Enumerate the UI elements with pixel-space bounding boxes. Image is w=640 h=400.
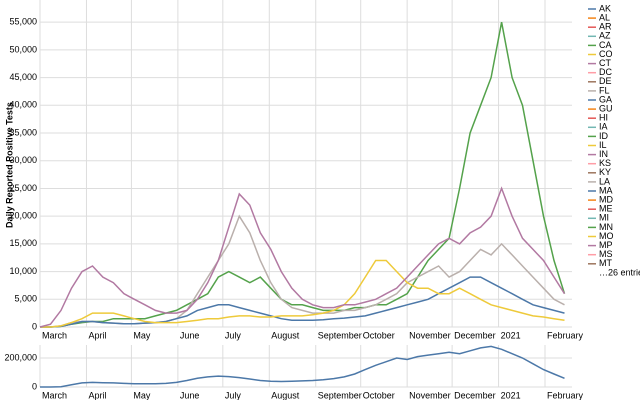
- legend-label: LA: [599, 176, 610, 186]
- x-tick-label: December: [454, 330, 496, 340]
- legend-more: …26 entries: [599, 267, 640, 277]
- legend-label: MP: [599, 240, 613, 250]
- legend-label: DC: [599, 67, 612, 77]
- series-line: [40, 276, 565, 328]
- legend-label: KS: [599, 158, 611, 168]
- x-tick-label: February: [547, 330, 584, 340]
- legend-label: FL: [599, 85, 610, 95]
- overview-line: [40, 345, 565, 388]
- x-tick-label: November: [409, 390, 451, 400]
- x-tick-label: October: [363, 390, 395, 400]
- x-tick-label: July: [225, 390, 242, 400]
- y-tick-label: 25,000: [9, 183, 37, 193]
- x-tick-label: April: [88, 390, 106, 400]
- legend-label: AL: [599, 12, 610, 22]
- series-line: [39, 186, 566, 328]
- y-tick-label: 0: [32, 321, 37, 331]
- x-tick-label: March: [42, 390, 67, 400]
- series-line: [40, 259, 565, 328]
- legend-label: ID: [599, 131, 609, 141]
- y-tick-label: 5,000: [14, 294, 37, 304]
- y-tick-label: 55,000: [9, 17, 37, 27]
- y-tick-label: 15,000: [9, 238, 37, 248]
- legend-label: MD: [599, 194, 613, 204]
- x-tick-label: April: [88, 330, 106, 340]
- y-tick-label: 30,000: [9, 155, 37, 165]
- legend-label: KY: [599, 167, 611, 177]
- legend-label: HI: [599, 113, 608, 123]
- y-tick-label: 200,000: [4, 352, 37, 362]
- legend-label: IA: [599, 122, 608, 132]
- x-tick-label: December: [454, 390, 496, 400]
- series-line: [40, 22, 566, 328]
- x-tick-label: May: [133, 330, 151, 340]
- y-axis-title: Daily Reported Positive Tests: [4, 102, 14, 228]
- x-tick-label: September: [318, 390, 362, 400]
- x-tick-label: August: [271, 330, 300, 340]
- legend-label: DE: [599, 76, 612, 86]
- x-tick-label: May: [133, 390, 151, 400]
- legend-label: MN: [599, 222, 613, 232]
- x-tick-label: June: [180, 330, 200, 340]
- legend-label: MO: [599, 231, 614, 241]
- x-tick-label: July: [225, 330, 242, 340]
- legend-label: IL: [599, 140, 607, 150]
- x-tick-label: March: [42, 330, 67, 340]
- x-tick-label: 2021: [501, 330, 521, 340]
- legend-label: MA: [599, 185, 613, 195]
- y-tick-label: 0: [32, 381, 37, 391]
- legend-label: MT: [599, 258, 612, 268]
- legend-label: CT: [599, 58, 611, 68]
- x-tick-label: February: [547, 390, 584, 400]
- legend-label: GA: [599, 94, 612, 104]
- legend-label: CA: [599, 40, 612, 50]
- legend-label: IN: [599, 149, 608, 159]
- legend-label: AR: [599, 22, 612, 32]
- y-tick-label: 20,000: [9, 211, 37, 221]
- x-tick-label: November: [409, 330, 451, 340]
- y-tick-label: 45,000: [9, 72, 37, 82]
- legend-label: AZ: [599, 31, 611, 41]
- legend-label: AK: [599, 3, 611, 13]
- legend-label: MS: [599, 249, 613, 259]
- legend-label: ME: [599, 204, 613, 214]
- legend-label: GU: [599, 103, 613, 113]
- y-tick-label: 35,000: [9, 127, 37, 137]
- x-tick-label: June: [180, 390, 200, 400]
- y-tick-label: 40,000: [9, 100, 37, 110]
- y-tick-label: 10,000: [9, 266, 37, 276]
- y-tick-label: 50,000: [9, 44, 37, 54]
- legend-label: MI: [599, 213, 609, 223]
- x-tick-label: October: [363, 330, 395, 340]
- x-tick-label: 2021: [501, 390, 521, 400]
- legend-label: CO: [599, 49, 613, 59]
- x-tick-label: August: [271, 390, 300, 400]
- x-tick-label: September: [318, 330, 362, 340]
